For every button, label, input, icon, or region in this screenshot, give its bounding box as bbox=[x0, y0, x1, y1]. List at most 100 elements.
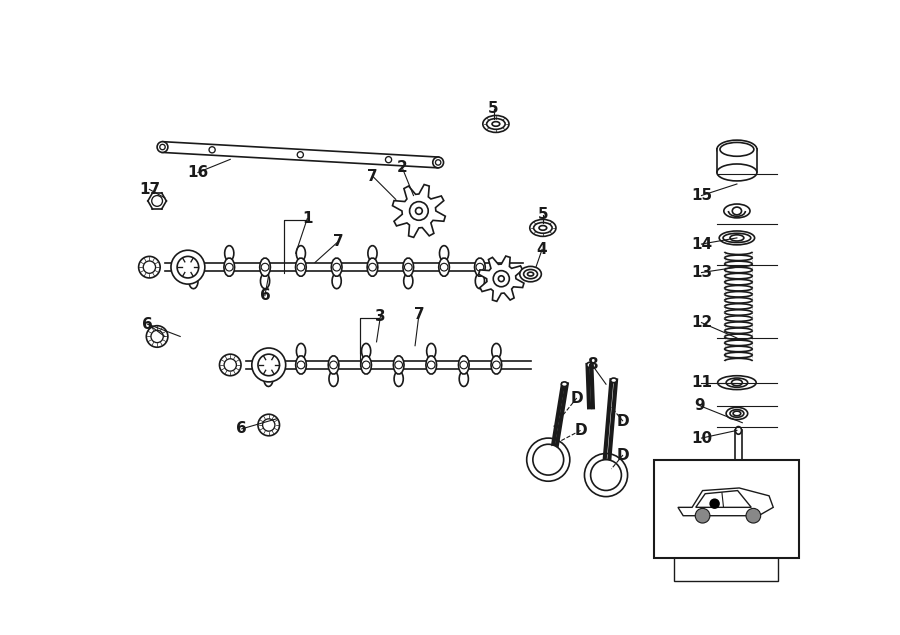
Circle shape bbox=[584, 453, 627, 497]
Polygon shape bbox=[263, 356, 274, 374]
Ellipse shape bbox=[539, 225, 546, 231]
Circle shape bbox=[258, 354, 280, 376]
Text: 6: 6 bbox=[237, 422, 248, 436]
Polygon shape bbox=[331, 258, 342, 276]
Ellipse shape bbox=[534, 222, 552, 233]
Polygon shape bbox=[491, 344, 501, 359]
Circle shape bbox=[492, 361, 500, 369]
Polygon shape bbox=[479, 256, 524, 302]
Circle shape bbox=[177, 257, 199, 278]
Text: 5: 5 bbox=[489, 101, 499, 116]
Circle shape bbox=[333, 264, 340, 271]
Text: 15: 15 bbox=[691, 188, 712, 203]
Circle shape bbox=[369, 264, 376, 271]
Ellipse shape bbox=[492, 122, 500, 126]
Circle shape bbox=[363, 361, 370, 369]
Ellipse shape bbox=[527, 272, 534, 276]
Circle shape bbox=[709, 498, 720, 509]
Circle shape bbox=[404, 264, 412, 271]
Polygon shape bbox=[296, 246, 305, 261]
Text: 5: 5 bbox=[537, 207, 548, 222]
Ellipse shape bbox=[720, 142, 754, 156]
Ellipse shape bbox=[562, 382, 568, 387]
Polygon shape bbox=[264, 371, 273, 387]
Polygon shape bbox=[295, 356, 306, 374]
Polygon shape bbox=[295, 258, 306, 276]
Circle shape bbox=[329, 361, 338, 369]
Text: 2: 2 bbox=[397, 159, 408, 175]
Text: 8: 8 bbox=[587, 358, 598, 373]
Text: 1: 1 bbox=[302, 211, 312, 226]
Polygon shape bbox=[458, 356, 469, 374]
Text: 17: 17 bbox=[139, 182, 160, 197]
Ellipse shape bbox=[587, 362, 593, 368]
Circle shape bbox=[695, 509, 710, 523]
Polygon shape bbox=[426, 356, 436, 374]
Text: 11: 11 bbox=[691, 375, 712, 390]
Text: D: D bbox=[616, 413, 629, 429]
Ellipse shape bbox=[724, 204, 750, 218]
Circle shape bbox=[220, 354, 241, 376]
Ellipse shape bbox=[487, 119, 505, 130]
Circle shape bbox=[252, 348, 285, 382]
Circle shape bbox=[746, 509, 760, 523]
Ellipse shape bbox=[734, 411, 741, 416]
Circle shape bbox=[590, 460, 621, 490]
Text: D: D bbox=[571, 391, 583, 406]
Ellipse shape bbox=[730, 410, 743, 417]
Text: 4: 4 bbox=[536, 242, 547, 257]
Text: 00050862: 00050862 bbox=[698, 544, 754, 557]
Ellipse shape bbox=[726, 407, 748, 420]
Polygon shape bbox=[368, 246, 377, 261]
Ellipse shape bbox=[730, 235, 743, 241]
Circle shape bbox=[151, 330, 163, 343]
Circle shape bbox=[158, 142, 168, 152]
Circle shape bbox=[160, 144, 166, 150]
Polygon shape bbox=[328, 356, 339, 374]
Polygon shape bbox=[678, 488, 773, 516]
Circle shape bbox=[209, 147, 215, 153]
Text: 6: 6 bbox=[142, 317, 153, 331]
Circle shape bbox=[147, 326, 168, 347]
Circle shape bbox=[476, 264, 483, 271]
Circle shape bbox=[225, 264, 233, 271]
Text: D: D bbox=[574, 423, 587, 438]
Text: 12: 12 bbox=[691, 315, 712, 330]
Circle shape bbox=[143, 261, 156, 273]
Polygon shape bbox=[403, 258, 414, 276]
Circle shape bbox=[410, 202, 428, 220]
Circle shape bbox=[533, 444, 563, 475]
Polygon shape bbox=[367, 258, 378, 276]
Ellipse shape bbox=[719, 231, 754, 245]
Circle shape bbox=[440, 264, 448, 271]
Text: 14: 14 bbox=[691, 237, 712, 251]
Circle shape bbox=[297, 152, 303, 158]
Polygon shape bbox=[404, 274, 413, 289]
Circle shape bbox=[499, 276, 504, 282]
Circle shape bbox=[493, 271, 509, 287]
Ellipse shape bbox=[530, 220, 556, 236]
Circle shape bbox=[526, 438, 570, 481]
Circle shape bbox=[152, 196, 163, 206]
Polygon shape bbox=[260, 274, 270, 289]
Polygon shape bbox=[260, 258, 270, 276]
Polygon shape bbox=[332, 274, 341, 289]
Circle shape bbox=[395, 361, 402, 369]
Polygon shape bbox=[224, 258, 235, 276]
Circle shape bbox=[258, 414, 280, 436]
Text: D: D bbox=[616, 448, 629, 462]
Text: 7: 7 bbox=[414, 307, 424, 323]
Polygon shape bbox=[393, 356, 404, 374]
Circle shape bbox=[416, 208, 422, 215]
Circle shape bbox=[297, 264, 305, 271]
Circle shape bbox=[385, 157, 392, 163]
Ellipse shape bbox=[717, 140, 757, 159]
Bar bbox=[653, 460, 798, 558]
Text: 6: 6 bbox=[259, 288, 270, 303]
Text: 10: 10 bbox=[691, 431, 712, 446]
Polygon shape bbox=[362, 344, 371, 359]
Polygon shape bbox=[392, 185, 446, 237]
Polygon shape bbox=[459, 371, 468, 387]
Ellipse shape bbox=[723, 233, 751, 243]
Circle shape bbox=[265, 361, 273, 369]
